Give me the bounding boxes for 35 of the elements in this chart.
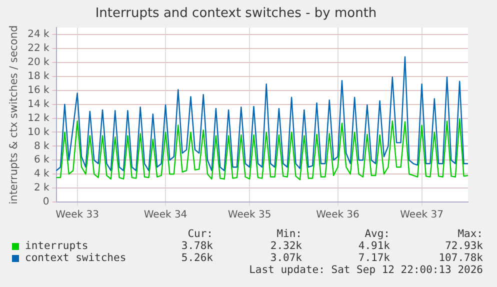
text: 3.78k [181,240,213,252]
y-tick-label: 10 k [28,126,50,138]
y-tick-label: 12 k [28,112,50,124]
y-tick-label: 2 k [34,182,50,194]
y-tick-label: 8 k [34,140,50,152]
text: Cur: [188,228,213,240]
x-tick-label: Week 37 [400,210,444,221]
y-tick-label: 24 k [28,29,50,40]
x-tick-label: Week 34 [144,210,188,221]
y-tick-label: 22 k [28,43,50,54]
text: 2.32k [270,240,302,252]
text: Avg: [364,228,390,240]
y-tick-label: 4 k [34,168,50,180]
text: Last update: Sat Sep 12 22:00:13 2026 [249,264,483,276]
x-tick-label: Week 33 [56,210,99,221]
text: 3.07k [270,252,302,264]
y-axis-title: interrupts & ctx switches / second [8,25,20,204]
text: Min: [276,228,302,240]
y-tick-label: 20 k [28,57,50,68]
text: Max: [458,228,483,240]
text: 72.93k [445,240,483,252]
legend-label: context switches [24,252,126,264]
y-tick-label: 16 k [28,84,50,96]
text: 5.26k [181,252,213,264]
legend-label: interrupts [24,240,88,252]
x-tick-label: Week 35 [228,210,272,221]
chart-title: Interrupts and context switches - by month [95,6,377,22]
y-tick-label: 18 k [28,71,50,82]
text: 4.91k [358,240,390,252]
x-tick-label: Week 36 [316,210,360,221]
y-tick-label: 14 k [28,98,50,110]
text: 107.78k [438,252,483,264]
y-tick-label: 0 [42,196,50,208]
text: 7.17k [358,252,390,264]
y-tick-label: 6 k [34,154,50,166]
